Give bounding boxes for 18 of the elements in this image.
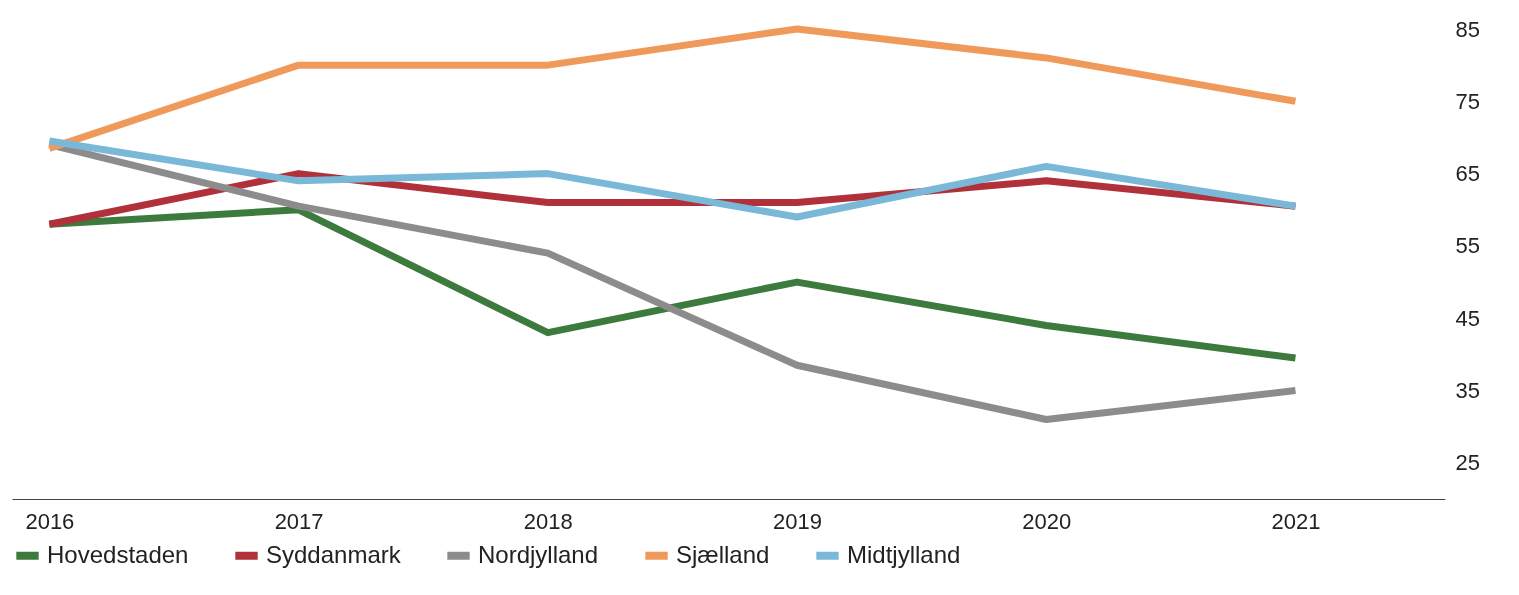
y-tick-label: 45 <box>1455 305 1480 331</box>
x-tick-label: 2021 <box>1271 508 1321 534</box>
x-tick-label: 2017 <box>274 508 324 534</box>
y-tick-label: 25 <box>1455 450 1480 476</box>
y-tick-label: 35 <box>1455 378 1480 404</box>
y-tick-label: 75 <box>1455 88 1480 114</box>
x-tick-label: 2019 <box>773 508 823 534</box>
legend-label: Syddanmark <box>266 540 402 568</box>
legend-label: Sjælland <box>676 540 770 568</box>
y-tick-label: 65 <box>1455 161 1480 187</box>
y-tick-label: 55 <box>1455 233 1480 259</box>
x-tick-label: 2018 <box>523 508 573 534</box>
legend-label: Hovedstaden <box>47 540 189 568</box>
legend-label: Midtjylland <box>847 540 961 568</box>
y-tick-label: 85 <box>1455 16 1480 42</box>
legend-label: Nordjylland <box>478 540 599 568</box>
x-tick-label: 2020 <box>1022 508 1072 534</box>
x-tick-label: 2016 <box>25 508 75 534</box>
